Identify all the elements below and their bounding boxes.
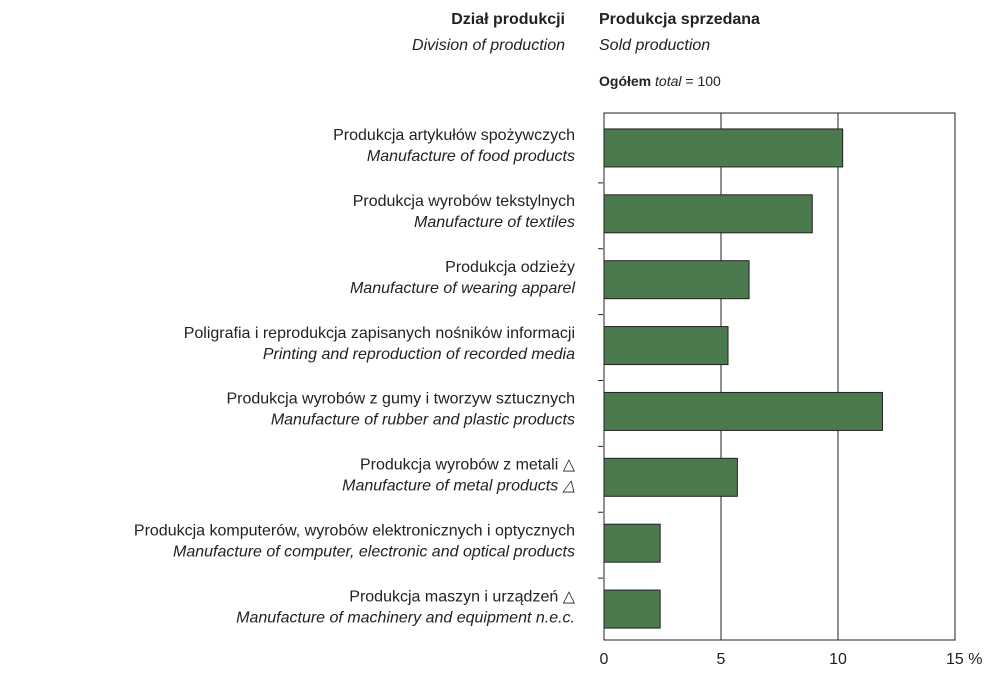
bar bbox=[603, 260, 750, 300]
total-text: = 100 bbox=[685, 73, 721, 89]
category-label-en: Manufacture of wearing apparel bbox=[350, 280, 575, 297]
bar bbox=[603, 523, 661, 563]
x-tick-label: 5 bbox=[717, 651, 726, 668]
bar bbox=[603, 128, 844, 168]
category-label: Poligrafia i reprodukcja zapisanych nośn… bbox=[184, 325, 575, 342]
bar bbox=[603, 391, 883, 431]
total-note: Ogółem total = 100 bbox=[599, 73, 721, 89]
category-label-en: Manufacture of metal products △ bbox=[342, 478, 575, 495]
x-tick-label: 10 bbox=[829, 651, 847, 668]
bar bbox=[603, 589, 661, 629]
category-label-en: Manufacture of computer, electronic and … bbox=[173, 543, 575, 560]
category-label-en: Manufacture of textiles bbox=[414, 214, 575, 231]
category-label: Produkcja odzieży bbox=[445, 259, 575, 276]
category-label: Produkcja wyrobów tekstylnych bbox=[353, 193, 575, 210]
total-label-en: total bbox=[655, 73, 682, 89]
category-label: Produkcja komputerów, wyrobów elektronic… bbox=[134, 522, 575, 539]
header-left: Dział produkcji bbox=[451, 11, 565, 28]
category-label: Produkcja maszyn i urządzeń △ bbox=[349, 588, 575, 605]
category-label-en: Printing and reproduction of recorded me… bbox=[263, 346, 575, 363]
category-label: Produkcja wyrobów z gumy i tworzyw sztuc… bbox=[226, 391, 575, 408]
category-label-en: Manufacture of machinery and equipment n… bbox=[236, 609, 575, 626]
category-label-en: Manufacture of rubber and plastic produc… bbox=[271, 412, 575, 429]
chart-title: Produkcja sprzedana bbox=[599, 11, 760, 28]
bar bbox=[603, 326, 729, 366]
category-label: Produkcja artykułów spożywczych bbox=[333, 127, 575, 144]
bar bbox=[603, 194, 813, 234]
category-label-en: Manufacture of food products bbox=[367, 148, 575, 165]
x-tick-label: 0 bbox=[600, 651, 609, 668]
x-tick-label: 15 % bbox=[946, 651, 982, 668]
total-label: Ogółem bbox=[599, 73, 651, 89]
category-label: Produkcja wyrobów z metali △ bbox=[360, 457, 576, 474]
header-left-en: Division of production bbox=[412, 37, 565, 54]
bar bbox=[603, 457, 738, 497]
chart-subtitle: Sold production bbox=[599, 37, 710, 54]
